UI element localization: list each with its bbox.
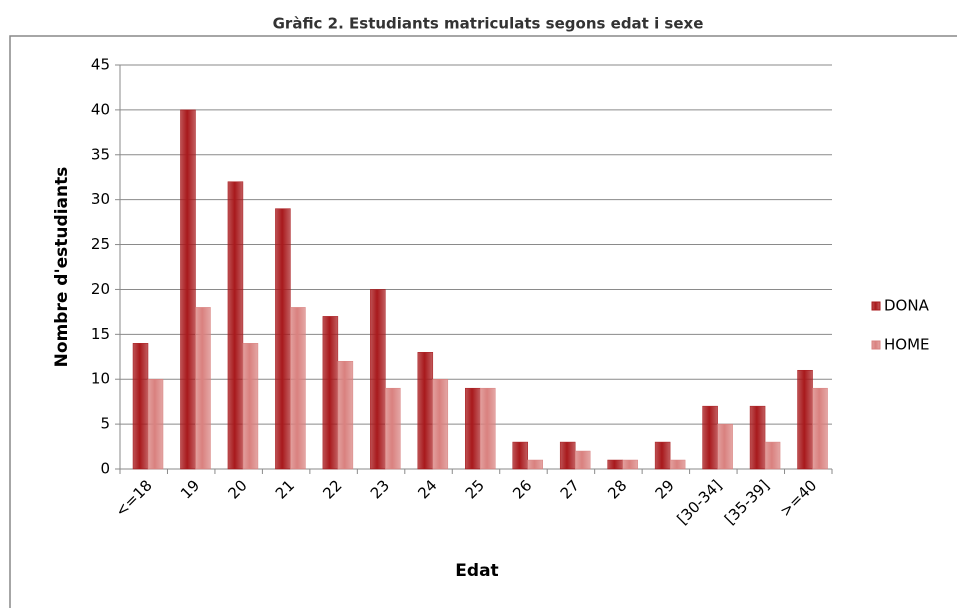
y-tick-label: 10 xyxy=(91,370,110,388)
bar xyxy=(195,307,211,470)
bar xyxy=(702,405,718,470)
bar xyxy=(527,459,543,470)
chart-border xyxy=(9,35,957,612)
legend-label: HOME xyxy=(884,336,930,354)
y-tick-label: 40 xyxy=(91,100,110,118)
legend-label: DONA xyxy=(884,297,930,315)
bar xyxy=(764,441,781,470)
legend-swatch xyxy=(871,301,881,311)
bar xyxy=(812,387,828,470)
bar xyxy=(132,343,149,470)
y-tick-label: 20 xyxy=(91,280,110,298)
bar xyxy=(417,352,434,470)
bar xyxy=(290,307,306,470)
bar xyxy=(385,387,401,470)
bar xyxy=(370,289,386,470)
chart-title: Gràfic 2. Estudiants matriculats segons … xyxy=(273,15,704,33)
y-tick-label: 0 xyxy=(100,460,110,478)
y-tick-label: 30 xyxy=(91,190,110,208)
bar xyxy=(797,369,813,470)
y-tick-label: 45 xyxy=(91,56,110,74)
bar xyxy=(465,387,481,470)
bar xyxy=(432,378,449,470)
bar xyxy=(480,387,496,470)
y-tick-label: 15 xyxy=(91,325,110,343)
bar xyxy=(337,361,354,470)
bar xyxy=(654,441,671,470)
bar xyxy=(512,441,528,470)
legend-swatch xyxy=(871,340,881,350)
bar xyxy=(622,459,638,470)
y-axis-title: Nombre d'estudiants xyxy=(52,167,72,368)
y-tick-label: 25 xyxy=(91,235,110,253)
bar xyxy=(607,459,623,470)
bar xyxy=(669,459,686,470)
bar xyxy=(574,450,591,470)
bar xyxy=(717,423,733,470)
y-tick-label: 5 xyxy=(100,415,110,433)
bar xyxy=(275,208,291,470)
bar xyxy=(242,343,259,470)
bar xyxy=(322,316,339,470)
bar xyxy=(180,109,196,470)
x-axis-title: Edat xyxy=(455,561,498,581)
y-tick-label: 35 xyxy=(91,145,110,163)
bar xyxy=(559,441,576,470)
bar xyxy=(147,378,164,470)
bar xyxy=(227,181,244,470)
bar xyxy=(749,405,766,470)
